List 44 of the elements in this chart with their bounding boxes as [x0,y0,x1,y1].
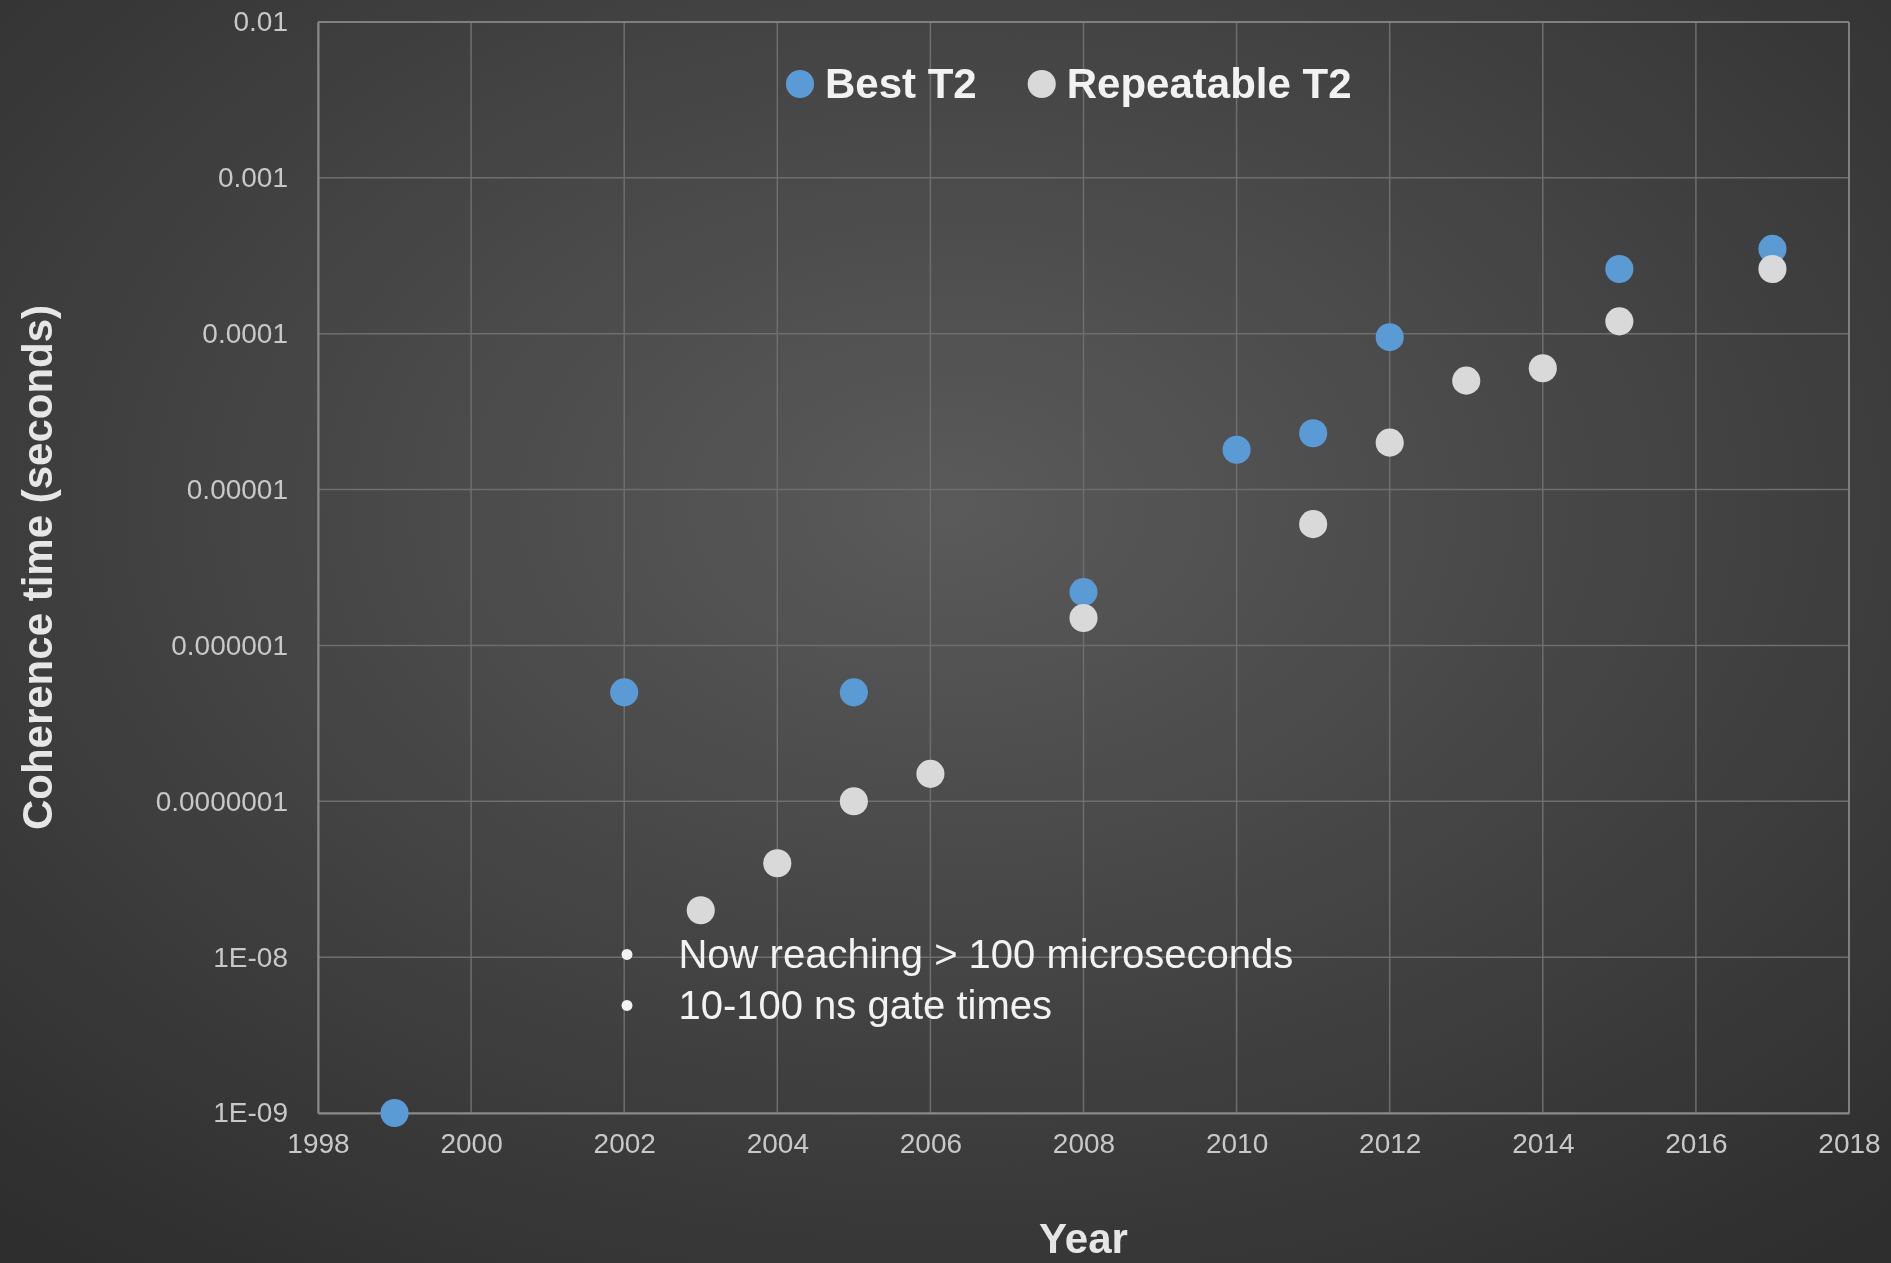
point [1069,578,1098,607]
point [1452,366,1481,395]
x-tick-label: 2014 [1512,1127,1575,1159]
y-tick-label: 0.0001 [202,318,288,350]
legend-label: Best T2 [825,60,977,107]
point [686,896,715,925]
point [1758,255,1787,284]
point [1528,354,1557,383]
point [1375,428,1404,457]
legend-label: Repeatable T2 [1066,60,1352,107]
y-tick-label: 0.0000001 [155,785,288,817]
point [1299,419,1328,448]
y-tick-label: 0.000001 [171,629,288,661]
x-tick-label: 2006 [899,1127,963,1159]
x-tick-label: 2016 [1665,1127,1728,1159]
point [763,849,792,878]
point [839,787,868,816]
y-tick-label: 0.00001 [186,474,288,506]
point [1605,307,1634,336]
x-tick-label: 2018 [1818,1127,1881,1159]
y-tick-label: 0.01 [233,6,288,38]
point [916,759,945,788]
point [610,678,639,707]
y-axis-title: Coherence time (seconds) [14,304,61,831]
x-tick-label: 2012 [1359,1127,1422,1159]
annotation: • 10-100 ns gate times [620,983,1053,1027]
point [1299,510,1328,539]
point [839,678,868,707]
point [1222,435,1251,464]
x-tick-label: 2000 [440,1127,503,1159]
point [1069,603,1098,632]
y-tick-label: 1E-08 [213,941,288,973]
x-tick-label: 2004 [746,1127,809,1159]
annotation: • Now reaching > 100 microseconds [620,932,1294,976]
point [1375,323,1404,352]
x-tick-label: 2008 [1052,1127,1116,1159]
x-tick-label: 2002 [593,1127,656,1159]
point [1605,255,1634,284]
x-axis-title: Year [1039,1215,1128,1262]
x-tick-label: 2010 [1205,1127,1269,1159]
y-tick-label: 1E-09 [213,1097,288,1129]
point [380,1098,409,1128]
x-tick-label: 1998 [287,1127,350,1159]
y-tick-label: 0.001 [217,162,288,194]
